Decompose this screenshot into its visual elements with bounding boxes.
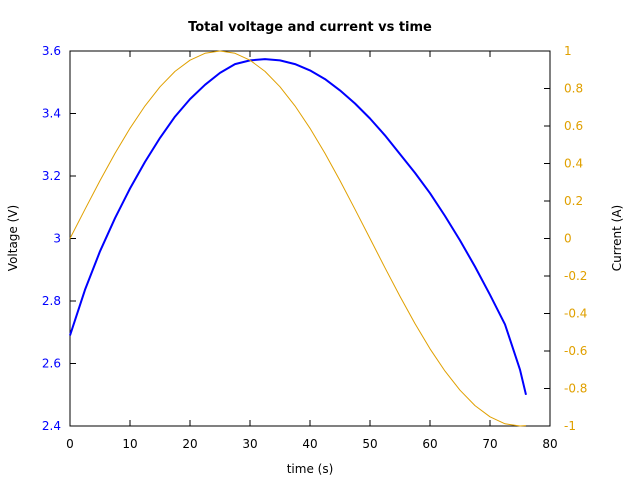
y-left-tick-label: 2.8 (42, 294, 61, 308)
y-right-tick-label: 0 (564, 232, 572, 246)
y-right-tick-label: -0.8 (564, 382, 587, 396)
y-right-tick-label: 0.2 (564, 194, 583, 208)
y-right-tick-label: -0.4 (564, 307, 587, 321)
y-left-tick-label: 3.6 (42, 44, 61, 58)
x-tick-label: 20 (182, 437, 197, 451)
y-right-tick-label: -1 (564, 419, 576, 433)
y-left-tick-label: 3.4 (42, 107, 61, 121)
chart-title: Total voltage and current vs time (188, 20, 432, 35)
x-axis: 0 10 20 30 40 50 60 70 80 (66, 51, 558, 451)
voltage-line (69, 58, 527, 396)
x-tick-label: 50 (362, 437, 377, 451)
x-tick-label: 0 (66, 437, 74, 451)
x-tick-label: 10 (122, 437, 137, 451)
y-right-tick-label: 0.4 (564, 157, 583, 171)
y-axis-left: 2.4 2.6 2.8 3 3.2 3.4 3.6 (42, 44, 76, 433)
y-axis-right: -1 -0.8 -0.6 -0.4 -0.2 0 0.2 0.4 0.6 0.8 1 (544, 44, 587, 433)
x-tick-label: 80 (542, 437, 557, 451)
y-axis-left-title: Voltage (V) (6, 205, 20, 271)
y-left-tick-label: 3.2 (42, 169, 61, 183)
x-tick-label: 30 (242, 437, 257, 451)
plot-frame (69, 50, 551, 427)
plot-area (69, 50, 551, 427)
y-axis-right-title: Current (A) (610, 205, 624, 271)
y-left-tick-label: 3 (53, 232, 61, 246)
y-right-tick-label: 0.6 (564, 119, 583, 133)
y-right-tick-label: -0.6 (564, 344, 587, 358)
y-left-tick-label: 2.4 (42, 419, 61, 433)
y-right-tick-label: 0.8 (564, 82, 583, 96)
x-tick-label: 70 (482, 437, 497, 451)
y-right-tick-label: -0.2 (564, 269, 587, 283)
x-tick-label: 40 (302, 437, 317, 451)
y-right-tick-label: 1 (564, 44, 572, 58)
y-left-tick-label: 2.6 (42, 357, 61, 371)
series-layer (69, 50, 527, 427)
x-tick-label: 60 (422, 437, 437, 451)
current-line (69, 50, 527, 427)
x-axis-title: time (s) (287, 462, 334, 476)
